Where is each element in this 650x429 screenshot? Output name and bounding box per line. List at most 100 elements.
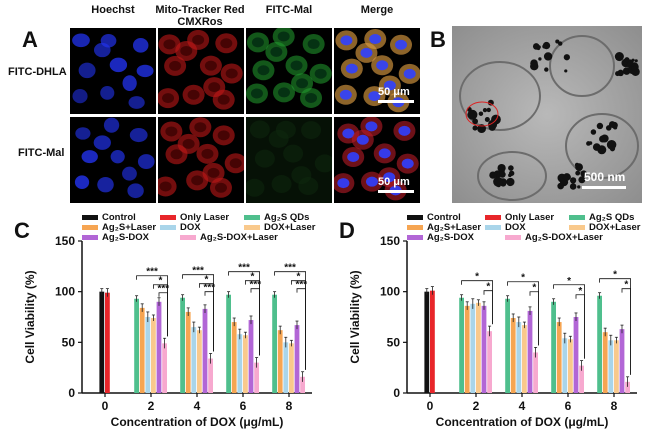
bar-dox-laser	[568, 339, 573, 393]
bar-ag2s-qds	[226, 294, 231, 393]
bar-ag2s-dox-laser	[254, 362, 259, 393]
nucleus-blob	[97, 176, 114, 193]
x-tick-label: 6	[565, 399, 572, 413]
col-head-fitc-mal-text: FITC-Mal	[265, 4, 313, 16]
nanoparticle	[537, 45, 541, 49]
bar-ag2s-laser	[464, 305, 470, 393]
significance-bracket	[296, 288, 306, 370]
nanoparticle	[467, 109, 478, 120]
bar-dox	[516, 322, 522, 393]
y-tick-label: 150	[380, 234, 400, 248]
bar-dox-laser	[522, 325, 527, 393]
significance-bracket	[158, 292, 168, 337]
bar-dox-laser	[614, 340, 619, 393]
significance-label: *	[521, 273, 525, 284]
legend-swatch	[407, 215, 423, 220]
nucleus-blob	[122, 75, 137, 92]
nanoparticle	[493, 176, 503, 187]
nucleus-blob	[72, 33, 90, 48]
legend-swatch	[82, 215, 98, 220]
panel-d-letter: D	[339, 218, 355, 243]
bar-ag2s-dox	[294, 325, 300, 393]
panel-b-letter: B	[430, 27, 446, 52]
nanoparticle	[609, 145, 616, 152]
col-head-hoechst: Hoechst	[70, 4, 156, 16]
x-tick-label: 2	[473, 399, 480, 413]
nanoparticle	[487, 119, 498, 130]
nanoparticle	[578, 176, 586, 184]
fitc-dim-blob	[249, 120, 270, 139]
chart-c: C Cell Viability (%) Concentration of DOX …	[14, 212, 316, 429]
merge-nucleus	[356, 134, 369, 145]
nanoparticle	[588, 141, 593, 145]
merge-nucleus	[401, 158, 414, 169]
nanoparticle	[577, 185, 581, 189]
bar-ag2s-qds	[459, 297, 464, 393]
mito-center	[165, 126, 178, 137]
merge-nucleus	[340, 35, 353, 46]
merge-nucleus	[365, 121, 378, 132]
bar-ag2s-dox-laser	[300, 376, 305, 393]
y-tick-label: 150	[55, 234, 75, 248]
y-tick-label: 0	[393, 386, 400, 400]
legend-swatch	[82, 225, 98, 230]
significance-label: *	[475, 272, 479, 283]
legend-label: Ag₂S+Laser	[102, 222, 156, 233]
bar-ag2s-dox-laser	[208, 358, 213, 393]
significance-bracket	[529, 291, 539, 346]
x-tick-label: 4	[194, 399, 201, 413]
nucleus-blob	[100, 85, 115, 100]
bar-ag2s-qds	[505, 298, 510, 393]
mito-center	[169, 60, 182, 71]
nanoparticle	[564, 69, 568, 73]
nanoparticle	[494, 171, 498, 175]
y-tick-label: 50	[62, 335, 76, 349]
row-label-fitc-mal: FITC-Mal	[18, 147, 65, 159]
nanoparticle	[472, 118, 478, 125]
bar-ag2s-laser	[602, 332, 608, 393]
bar-dox-laser	[289, 343, 294, 393]
bar-ag2s-dox	[481, 305, 487, 393]
bar-ag2s-dox	[156, 301, 162, 393]
fitc-center	[250, 88, 263, 99]
fitc-dim-blob	[314, 154, 332, 173]
bar-dox	[562, 338, 568, 393]
nucleus-blob	[81, 150, 98, 164]
legend-label: Ag₂S-DOX	[427, 232, 475, 243]
bar-ag2s-qds	[551, 301, 556, 393]
bar-ag2s-qds	[180, 297, 185, 393]
y-tick-label: 0	[68, 386, 75, 400]
tem-image	[452, 26, 642, 203]
nanoparticle	[615, 71, 621, 77]
nanoparticle	[580, 170, 588, 178]
micrograph-mito-mal	[158, 117, 244, 203]
micrograph-fitc-dhla	[246, 28, 332, 114]
significance-bracket	[483, 290, 493, 325]
legend-swatch	[485, 225, 501, 230]
legend-label: Ag₂S-DOX	[102, 232, 150, 243]
fitc-center	[290, 60, 303, 71]
nanoparticle	[614, 52, 624, 62]
nanoparticle	[543, 52, 553, 61]
fitc-dim-blob	[271, 175, 292, 194]
nucleus-blob	[93, 42, 111, 58]
scale-label-a1: 50 μm	[378, 86, 410, 98]
scale-bar-b	[582, 186, 626, 189]
significance-label: *	[567, 276, 571, 287]
significance-label: ***	[192, 266, 204, 277]
mito-center	[217, 130, 230, 141]
significance-label: *	[532, 283, 536, 294]
scale-label-b: 500 nm	[584, 170, 626, 184]
nanoparticle	[590, 129, 597, 135]
micrograph-merge-mal	[334, 117, 420, 203]
significance-label: ***	[203, 283, 215, 294]
y-axis-label: Cell Viability (%)	[23, 270, 37, 363]
nanoparticle	[530, 62, 539, 71]
x-tick-label: 4	[519, 399, 526, 413]
merge-nucleus	[369, 34, 382, 45]
mito-center	[163, 39, 176, 50]
legend-label: DOX	[505, 222, 526, 233]
merge-nucleus	[368, 91, 381, 102]
significance-label: ***	[157, 284, 169, 295]
bar-control	[99, 291, 105, 393]
